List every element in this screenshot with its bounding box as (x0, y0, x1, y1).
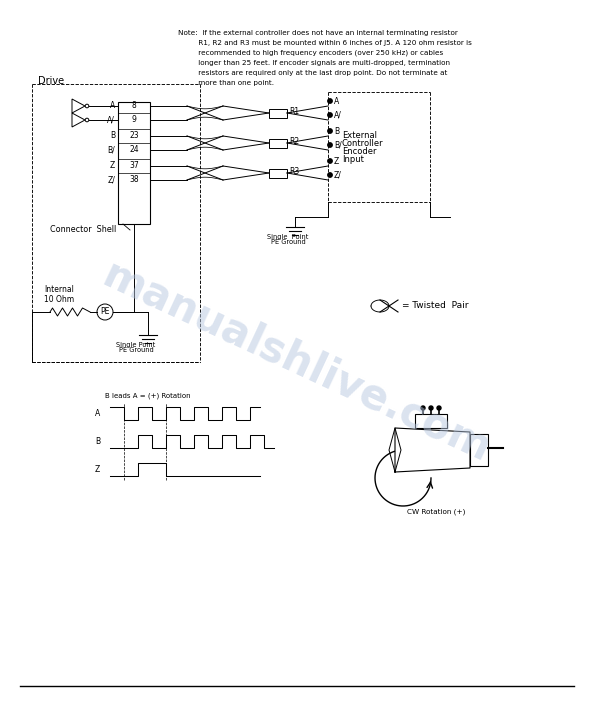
Bar (269, 138, 287, 147)
Text: 23: 23 (129, 131, 139, 140)
Text: manualshlive.com: manualshlive.com (96, 253, 498, 470)
Text: Input: Input (342, 154, 364, 164)
Text: Z/: Z/ (107, 176, 115, 185)
Text: Internal: Internal (44, 286, 74, 295)
Text: B/: B/ (108, 145, 115, 154)
Text: Encoder: Encoder (342, 147, 377, 156)
Circle shape (421, 406, 425, 410)
Text: Drive: Drive (38, 76, 64, 86)
Text: External: External (342, 131, 377, 140)
Polygon shape (72, 99, 85, 113)
Text: B: B (334, 126, 339, 135)
Text: PE Ground: PE Ground (119, 347, 153, 353)
Polygon shape (72, 113, 85, 127)
Text: A/: A/ (334, 110, 342, 119)
Text: R3: R3 (289, 168, 299, 176)
Text: 37: 37 (129, 161, 139, 171)
Text: B/: B/ (334, 140, 342, 150)
Bar (470, 434, 488, 466)
Text: B: B (110, 131, 115, 140)
Text: R1: R1 (289, 107, 299, 117)
Circle shape (328, 128, 332, 133)
Circle shape (328, 159, 332, 163)
Text: B: B (95, 437, 100, 446)
Circle shape (328, 99, 332, 103)
Text: A: A (334, 96, 339, 105)
Bar (118, 102, 150, 224)
Text: Connector  Shell: Connector Shell (50, 225, 116, 234)
Bar (269, 168, 287, 178)
Text: 38: 38 (129, 176, 139, 185)
Text: Single Point: Single Point (116, 342, 156, 348)
Text: Z/: Z/ (334, 171, 342, 180)
Circle shape (437, 406, 441, 410)
Text: resistors are required only at the last drop point. Do not terminate at: resistors are required only at the last … (178, 70, 447, 76)
Text: 8: 8 (132, 102, 137, 110)
Text: A: A (110, 102, 115, 110)
Circle shape (429, 406, 433, 410)
Text: Controller: Controller (342, 138, 384, 147)
Circle shape (97, 304, 113, 320)
Text: Single  Point: Single Point (267, 234, 309, 240)
Text: PE: PE (100, 307, 110, 317)
Text: more than one point.: more than one point. (178, 80, 274, 86)
Text: Note:  If the external controller does not have an internal terminating resistor: Note: If the external controller does no… (178, 30, 458, 36)
Text: Z: Z (110, 161, 115, 171)
Text: R2: R2 (289, 138, 299, 147)
Text: Z: Z (95, 465, 100, 474)
Text: 10 Ohm: 10 Ohm (44, 296, 74, 305)
Text: 9: 9 (131, 116, 137, 124)
Text: B leads A = (+) Rotation: B leads A = (+) Rotation (105, 392, 191, 399)
Text: CW Rotation (+): CW Rotation (+) (407, 509, 465, 515)
Text: A: A (95, 409, 100, 418)
Text: longer than 25 feet. If encoder signals are multi-dropped, termination: longer than 25 feet. If encoder signals … (178, 60, 450, 66)
Text: = Twisted  Pair: = Twisted Pair (402, 301, 469, 310)
Text: 24: 24 (129, 145, 139, 154)
Bar (415, 414, 447, 428)
Text: A/: A/ (107, 116, 115, 124)
Bar (269, 109, 287, 117)
Circle shape (328, 173, 332, 177)
Circle shape (328, 113, 332, 117)
Text: Z: Z (334, 157, 339, 166)
Circle shape (328, 143, 332, 147)
Text: R1, R2 and R3 must be mounted within 6 inches of J5. A 120 ohm resistor is: R1, R2 and R3 must be mounted within 6 i… (178, 40, 472, 46)
Text: PE Ground: PE Ground (271, 239, 305, 245)
Text: recommended to high frequency encoders (over 250 kHz) or cables: recommended to high frequency encoders (… (178, 50, 443, 56)
